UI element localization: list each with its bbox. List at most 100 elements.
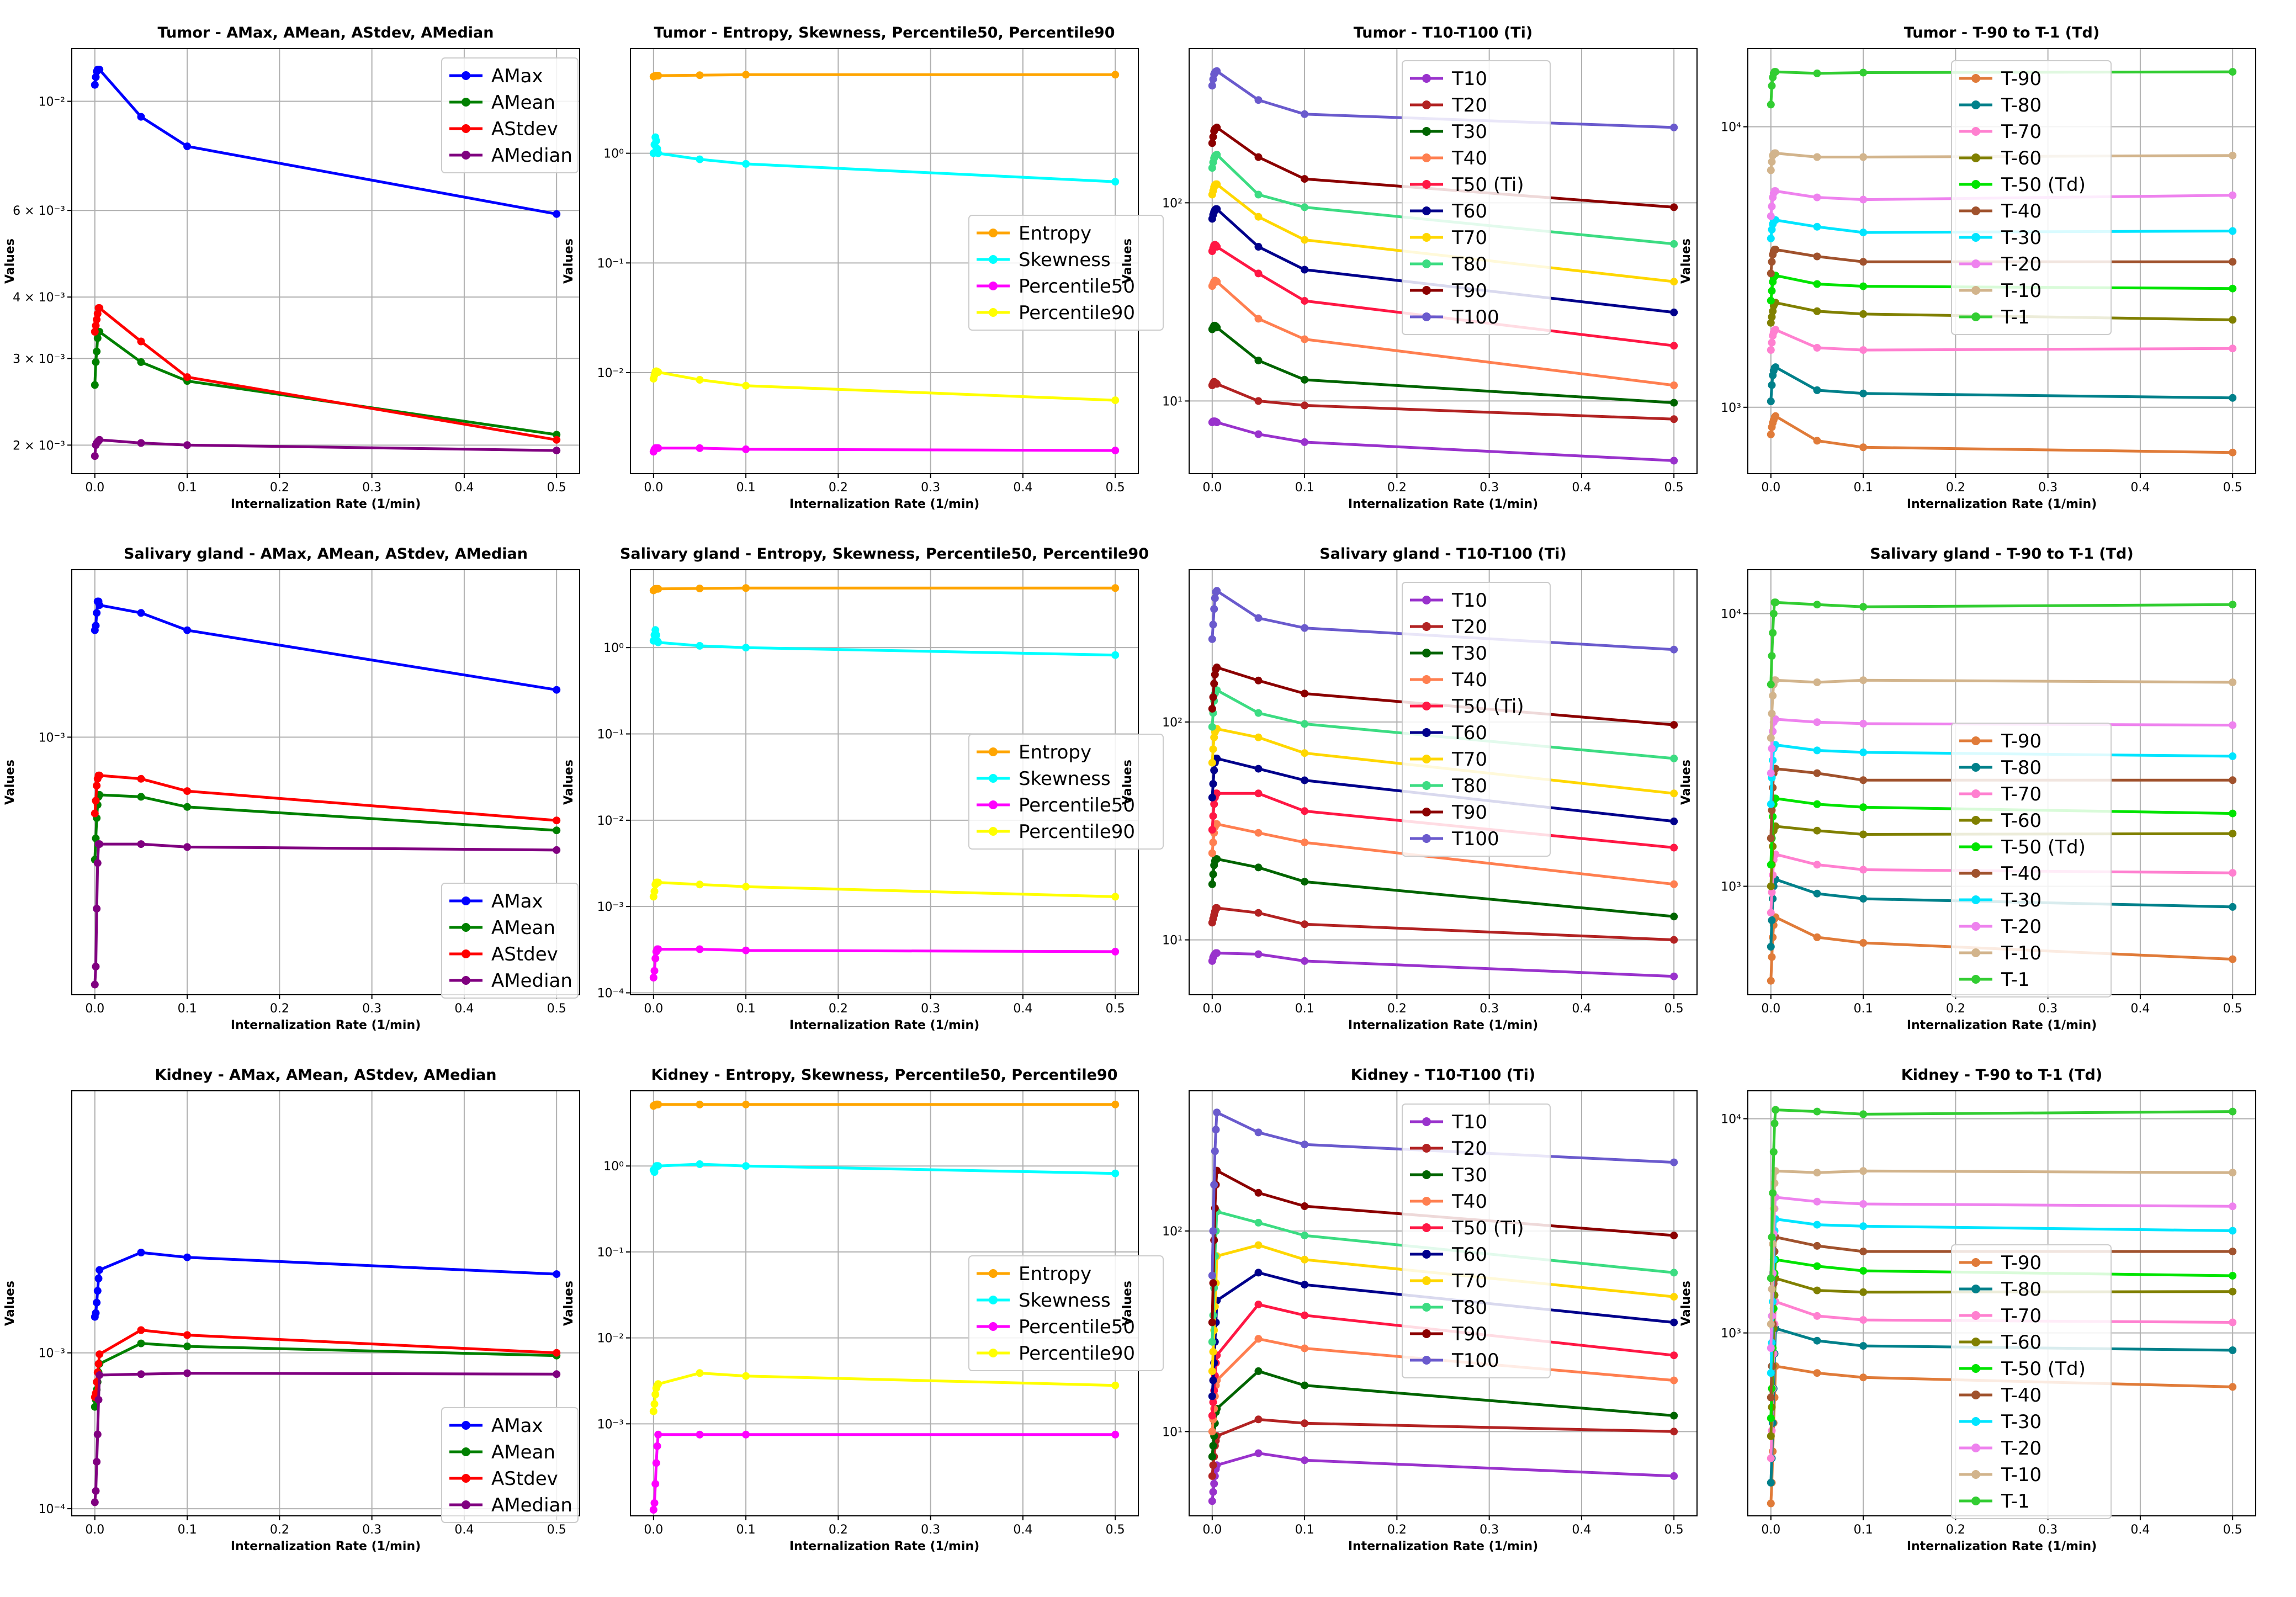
legend-box [1951,723,2112,998]
data-point-t-20 [1768,203,1776,210]
data-point-t-30 [2229,1227,2237,1235]
data-point-t-90 [1813,933,1821,941]
data-point-skewness [652,137,660,145]
data-point-t-10 [1768,1285,1776,1293]
data-point-astdev [91,328,99,336]
series-line-percentile50 [652,1433,1116,1510]
data-point-t-20 [1772,715,1780,723]
legend-marker-t-90 [1971,74,1980,83]
legend-marker-t-40 [1971,869,1980,878]
data-point-t10 [1254,950,1263,958]
data-point-amax [183,626,192,634]
legend-marker-skewness [989,255,998,264]
data-point-t90 [1209,1279,1217,1287]
data-point-t-40 [1859,776,1868,784]
data-point-amax [92,1309,100,1317]
data-point-t-20 [1813,718,1821,726]
data-point-astdev [91,809,99,818]
data-point-t90 [1208,704,1216,713]
data-point-t30 [1254,357,1263,365]
legend-marker-skewness [989,774,998,783]
y-tick-label: 4 × 10⁻³ [13,291,65,305]
data-point-t60 [1213,205,1221,213]
data-point-percentile90 [654,1380,662,1388]
y-tick-label: 10⁻² [39,95,65,109]
x-tick-label: 0.0 [85,1523,104,1537]
legend-marker-t70 [1422,1276,1431,1285]
legend-label-amedian: AMedian [491,970,572,992]
series-line-astdev [93,774,557,822]
legend-box [441,883,579,999]
data-point-skewness [1111,1169,1120,1177]
series-line-entropy [653,586,1116,592]
chart-panel-6: Salivary gland - Entropy, Skewness, Perc… [562,545,1164,1032]
series-line-entropy [653,73,1116,78]
data-point-t40 [1670,880,1678,888]
legend-marker-amedian [462,1500,470,1509]
legend-box [441,57,579,173]
legend-label-astdev: AStdev [491,1468,558,1490]
data-point-percentile50 [651,1480,660,1488]
legend-box [1951,1244,2112,1519]
data-point-t-10 [1859,1167,1868,1175]
legend-marker-t-70 [1971,127,1980,136]
legend-marker-t-80 [1971,1285,1980,1293]
data-point-amedian [137,439,145,447]
data-point-t-50-td [1859,803,1868,811]
data-point-amax [553,1270,561,1278]
data-point-skewness [696,155,704,163]
data-point-t-10 [1813,153,1821,161]
legend-label-t30: T30 [1451,1164,1487,1186]
legend-label-percentile50: Percentile50 [1019,794,1135,816]
data-point-t70 [1301,236,1309,244]
data-point-t50-ti [1301,297,1309,305]
legend-label-skewness: Skewness [1019,249,1111,271]
legend-label-t20: T20 [1451,616,1487,638]
data-point-t-80 [1768,916,1776,925]
data-point-entropy [742,584,750,592]
y-tick-label: 10⁻⁴ [39,1503,66,1516]
series-line-t-1 [1769,601,2233,685]
legend-marker-t-80 [1971,100,1980,109]
data-point-t-20 [1772,187,1780,195]
x-axis-label: Internalization Rate (1/min) [1907,1018,2097,1032]
legend-label-t80: T80 [1451,1297,1487,1319]
data-point-t-60 [1813,826,1821,835]
data-point-amedian [96,840,104,848]
data-point-t-30 [1859,748,1868,756]
data-point-amedian [553,846,561,854]
data-point-amax [91,81,99,89]
data-point-t-1 [1859,1110,1868,1118]
x-tick-label: 0.1 [178,1523,197,1537]
data-point-t-10 [1813,1169,1821,1177]
data-point-t100 [1301,1140,1309,1149]
chart-panel-7: Salivary gland - T10-T100 (Ti) 0.0 0.1 0.2 0… [1121,545,1698,1032]
chart-title: Salivary gland - T10-T100 (Ti) [1319,545,1566,563]
x-tick-label: 0.0 [1761,481,1780,495]
series-line-amax [93,600,557,692]
legend-label-t-30: T-30 [2001,227,2042,249]
legend-marker-t20 [1422,1144,1431,1153]
data-point-t-90 [1767,1499,1775,1508]
legend-marker-t60 [1422,206,1431,215]
data-point-astdev [183,373,192,381]
data-point-percentile90 [649,1407,657,1415]
data-point-astdev [183,1331,192,1339]
legend-marker-t-10 [1971,948,1980,957]
data-point-percentile50 [649,974,657,981]
data-point-skewness [1111,178,1120,186]
data-point-t10 [1213,418,1221,427]
legend: AMax AMean AStdev AMedian [441,1407,579,1523]
legend-label-percentile50: Percentile50 [1019,1316,1135,1338]
x-tick-label: 0.3 [362,481,381,495]
legend-marker-t30 [1422,1170,1431,1179]
y-tick-label: 10⁻³ [597,1418,624,1431]
data-point-t-80 [1768,381,1776,389]
data-point-entropy [654,72,662,79]
data-point-t-70 [1813,861,1821,869]
data-point-t30 [1213,855,1221,863]
data-point-percentile90 [696,880,704,889]
y-tick-label: 10⁻³ [597,900,624,914]
data-point-t-70 [1859,866,1868,874]
